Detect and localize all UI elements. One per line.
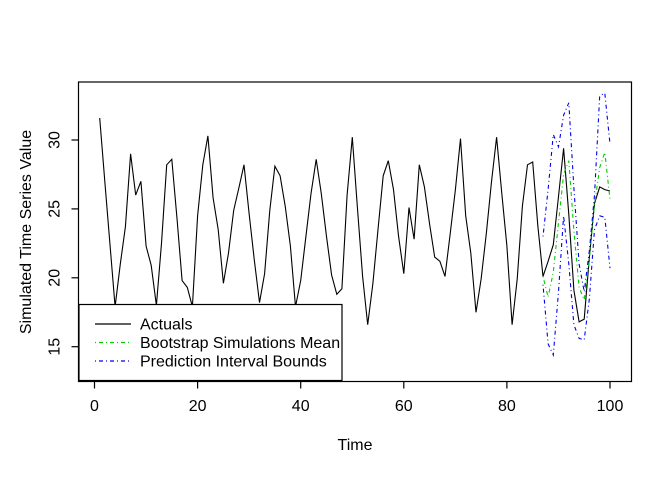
bootstrap-mean-line [542,152,611,302]
legend-label: Actuals [140,317,192,334]
x-tick-label: 100 [597,398,624,415]
y-axis: 15 20 25 30 [47,131,79,356]
x-tick-label: 0 [90,398,99,415]
x-tick-label: 80 [498,398,516,415]
y-tick-label: 20 [47,269,64,287]
x-tick-label: 20 [189,398,207,415]
prediction-lower-line [542,215,611,358]
actuals-line [99,117,611,325]
y-axis-title: Simulated Time Series Value [18,129,35,335]
plot-frame [77,81,633,383]
x-tick-label: 40 [292,398,310,415]
y-tick-label: 30 [47,131,64,149]
y-tick-label: 25 [47,200,64,218]
legend-label: Prediction Interval Bounds [140,354,327,371]
x-axis-title: Time [337,437,373,454]
y-tick-label: 15 [47,338,64,356]
x-tick-label: 60 [395,398,413,415]
prediction-upper-line [542,92,611,292]
legend-label: Bootstrap Simulations Mean [140,335,340,352]
x-axis: 0 20 40 60 80 100 [90,381,624,415]
